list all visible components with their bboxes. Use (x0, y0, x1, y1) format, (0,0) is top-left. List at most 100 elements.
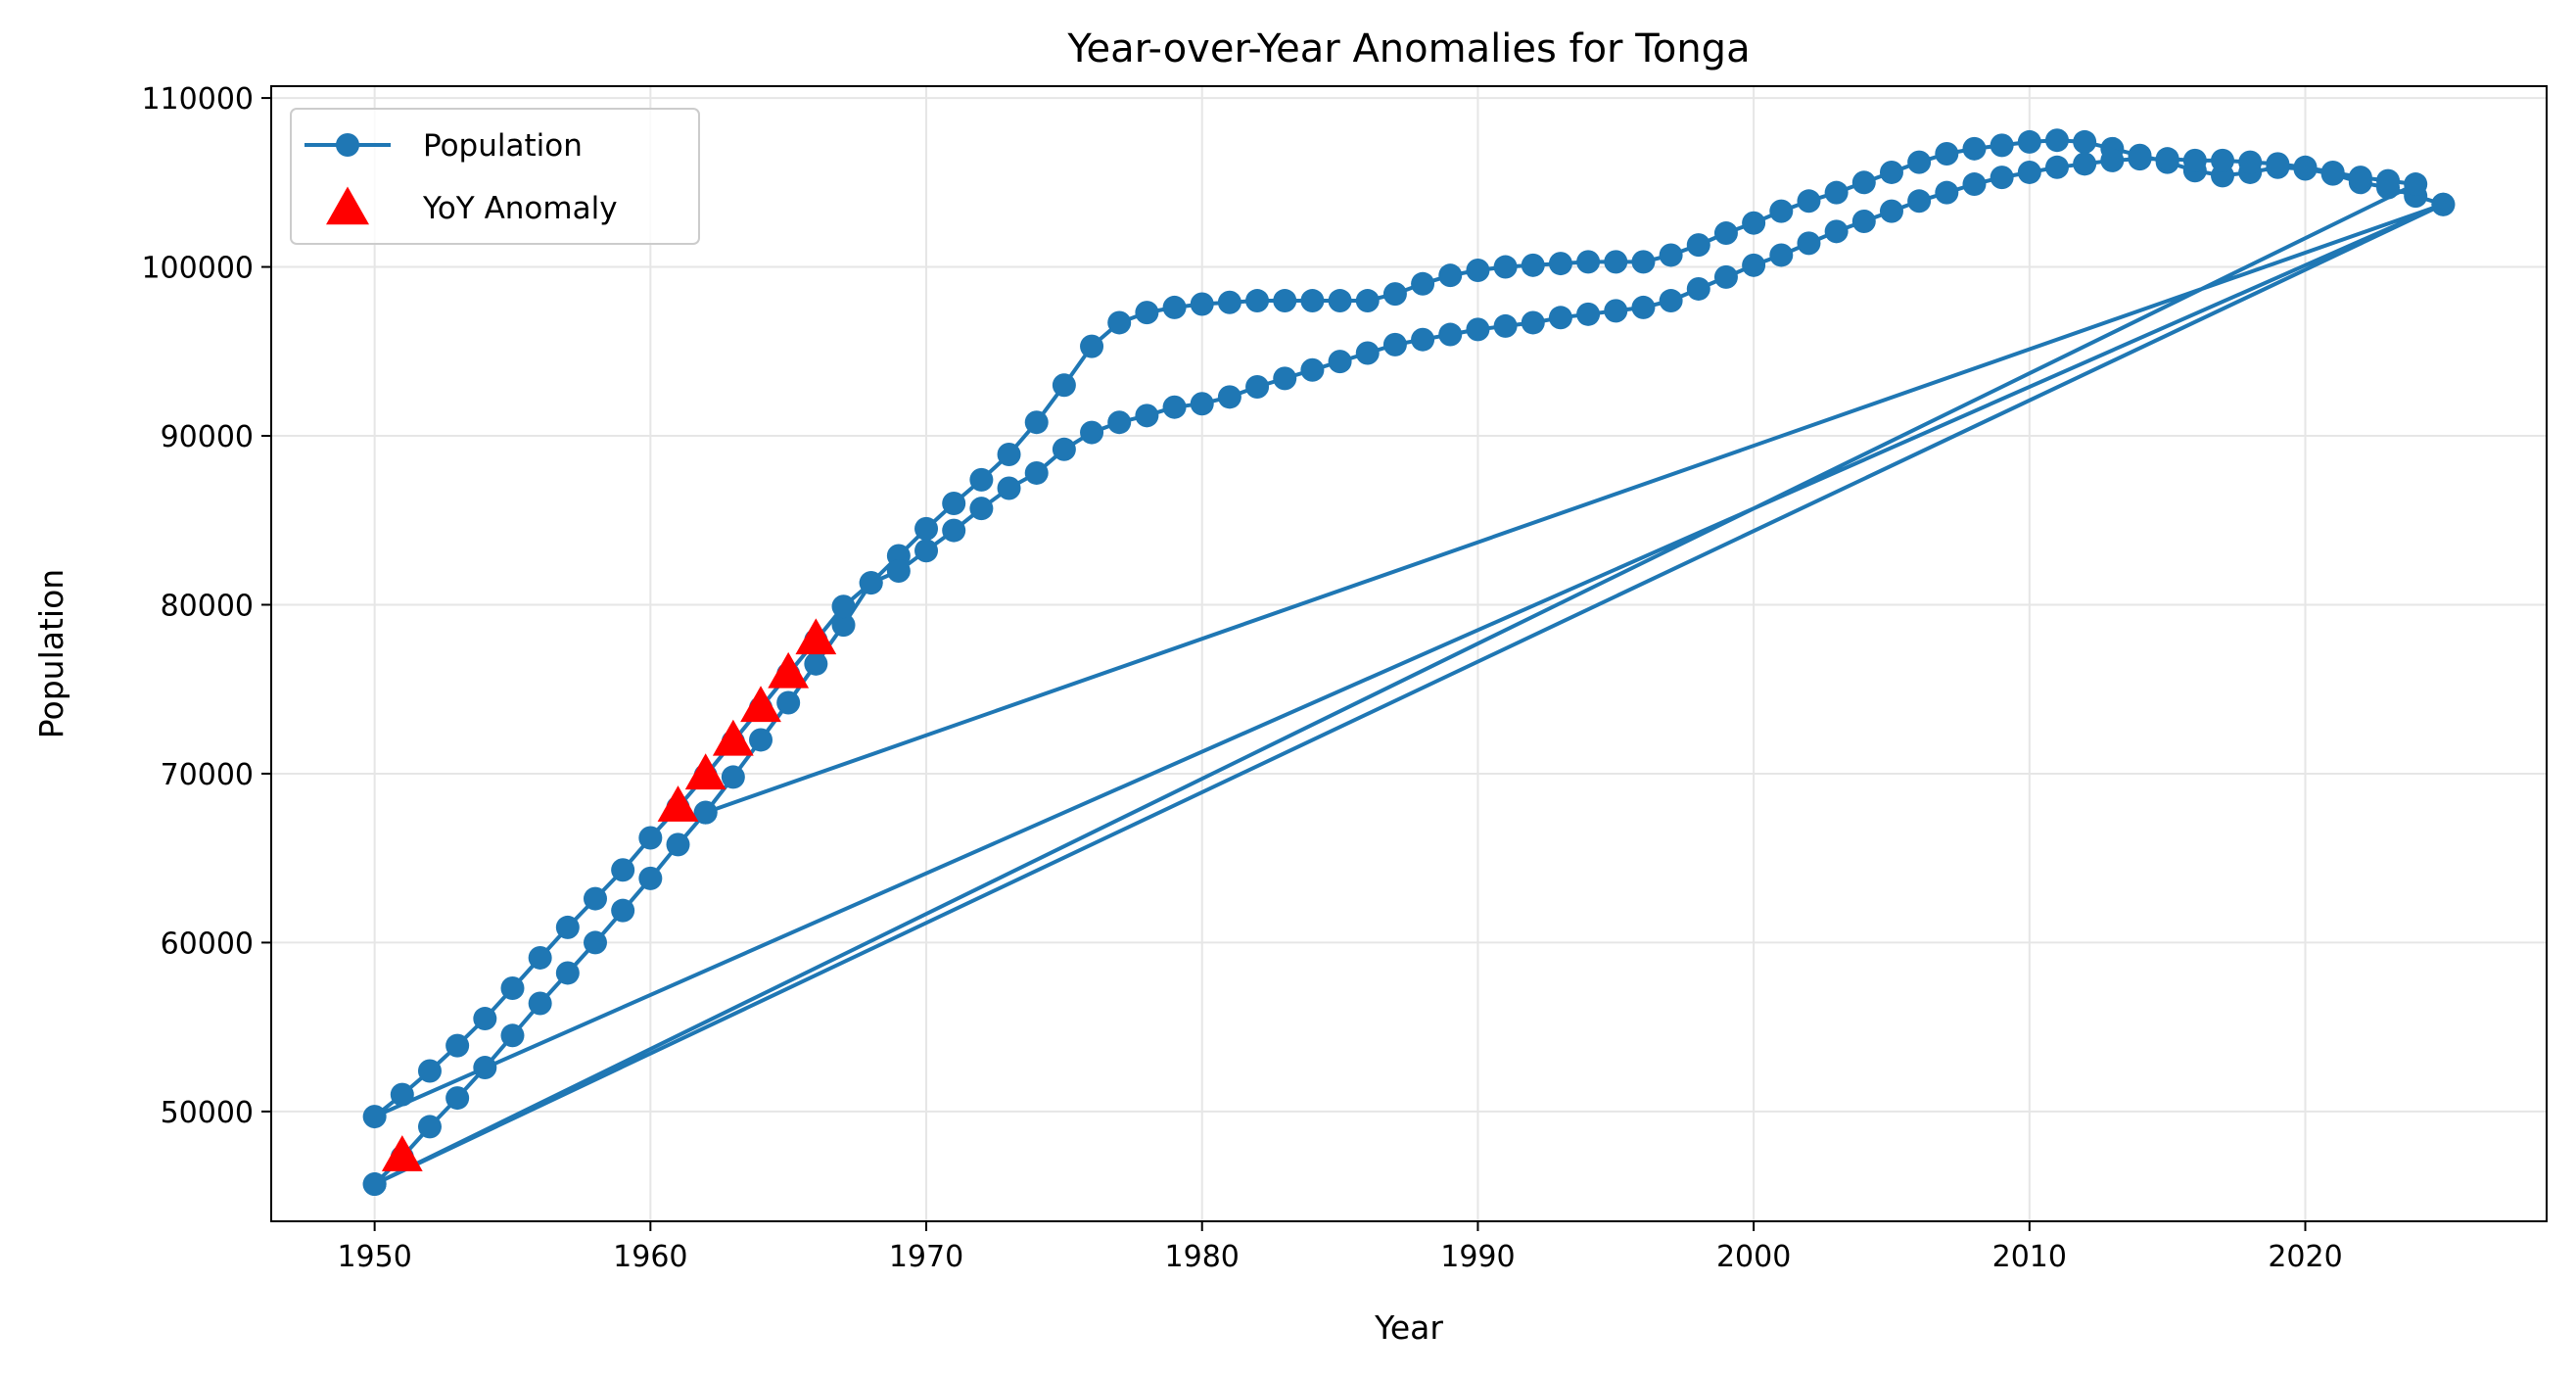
population-point (1382, 282, 1407, 307)
population-point (1686, 276, 1710, 301)
population-point (1631, 295, 1656, 319)
population-point (1907, 150, 1932, 174)
population-point (1190, 292, 1214, 316)
population-point (1080, 334, 1104, 358)
population-point (1328, 350, 1352, 374)
population-point (1521, 310, 1545, 335)
legend-box (290, 108, 700, 245)
population-point (1935, 180, 1959, 205)
population-point (417, 1059, 442, 1083)
population-point (2238, 150, 2263, 174)
population-point (721, 765, 745, 789)
population-point (1742, 211, 1766, 235)
population-point (1273, 289, 1297, 313)
population-point (445, 1086, 470, 1111)
population-point (611, 898, 635, 923)
population-point (638, 866, 663, 890)
y-tick-label: 70000 (161, 758, 254, 792)
anomaly-point (712, 719, 754, 756)
population-point (942, 518, 966, 543)
population-point (1493, 313, 1518, 338)
population-point (1713, 264, 1738, 289)
population-series-line (372, 138, 2446, 1187)
population-point (1355, 341, 1380, 365)
x-tick-label: 1970 (889, 1240, 963, 1274)
chart-title: Year-over-Year Anomalies for Tonga (1066, 26, 1750, 71)
population-point (1824, 219, 1849, 244)
population-point (1935, 141, 1959, 166)
population-point (969, 467, 994, 492)
anomaly-point (381, 1135, 423, 1171)
axes-frame (270, 85, 2548, 1222)
population-point (2266, 152, 2290, 176)
population-point (1273, 366, 1297, 391)
y-tick-label: 60000 (161, 927, 254, 961)
population-point (1438, 263, 1463, 288)
population-point (749, 728, 773, 752)
population-point (2017, 129, 2041, 154)
population-point (1851, 170, 1876, 195)
population-point (1548, 306, 1572, 330)
population-point (2404, 172, 2428, 197)
y-tick-label: 80000 (161, 589, 254, 623)
population-point (1300, 357, 1325, 382)
population-point (914, 539, 939, 563)
population-point (417, 1115, 442, 1139)
population-point (1548, 252, 1572, 276)
population-point (1990, 166, 2014, 190)
population-point (473, 1007, 497, 1031)
population-point (997, 476, 1021, 500)
x-tick-label: 1980 (1165, 1240, 1240, 1274)
x-tick-label: 2000 (1716, 1240, 1791, 1274)
population-point (1162, 295, 1187, 319)
y-tick-label: 90000 (161, 420, 254, 454)
population-point (1466, 317, 1490, 342)
population-point (1824, 180, 1849, 205)
population-point (1576, 302, 1601, 326)
population-point (1411, 327, 1435, 352)
population-point (1466, 258, 1490, 282)
grid (271, 86, 2547, 1221)
population-point (1052, 373, 1076, 398)
population-point (2017, 160, 2041, 184)
population-point (362, 1105, 387, 1129)
population-point (942, 492, 966, 516)
population-point (390, 1082, 414, 1107)
population-point (2320, 160, 2345, 184)
population-point (1245, 289, 1270, 313)
y-axis-label: Population (32, 569, 70, 738)
legend-population-marker (336, 133, 359, 157)
population-point (804, 651, 828, 676)
population-point (1879, 160, 1903, 184)
population-point (528, 991, 552, 1016)
population-point (1328, 289, 1352, 313)
population-point (362, 1172, 387, 1197)
population-point (2073, 152, 2097, 176)
population-point (1713, 221, 1738, 246)
anomaly-point (795, 618, 837, 655)
population-point (2211, 148, 2235, 172)
legend-anomaly-marker (326, 186, 369, 225)
population-point (2293, 155, 2318, 179)
population-point (1521, 253, 1545, 277)
population-point (1659, 243, 1683, 267)
population-point (1659, 289, 1683, 313)
population-point (831, 613, 856, 638)
population-point (2431, 192, 2456, 216)
anomaly-point (768, 651, 810, 689)
population-point (1162, 395, 1187, 419)
population-point (1300, 289, 1325, 313)
population-point (2044, 128, 2069, 153)
population-point (1686, 233, 1710, 258)
population-point (1080, 420, 1104, 445)
population-point (859, 571, 883, 595)
population-point (1411, 271, 1435, 296)
population-point (1024, 460, 1049, 485)
population-point (528, 945, 552, 970)
population-point (555, 915, 580, 939)
x-tick-label: 1960 (613, 1240, 687, 1274)
y-tick-label: 50000 (161, 1096, 254, 1130)
population-point (611, 858, 635, 882)
population-point (1962, 136, 1987, 161)
population-point (1052, 437, 1076, 461)
